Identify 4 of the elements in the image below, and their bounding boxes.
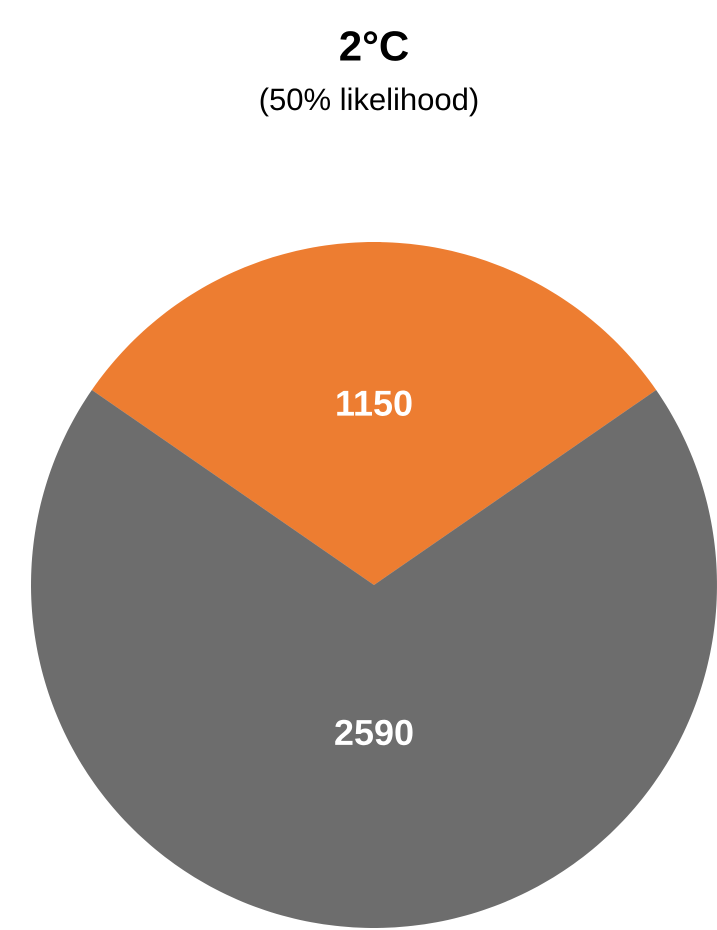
chart-title: 2°C xyxy=(340,31,408,61)
data-label: 2590 xyxy=(335,720,413,746)
chart-subtitle: (50% likelihood) xyxy=(260,88,478,116)
data-label: 1150 xyxy=(337,390,412,416)
